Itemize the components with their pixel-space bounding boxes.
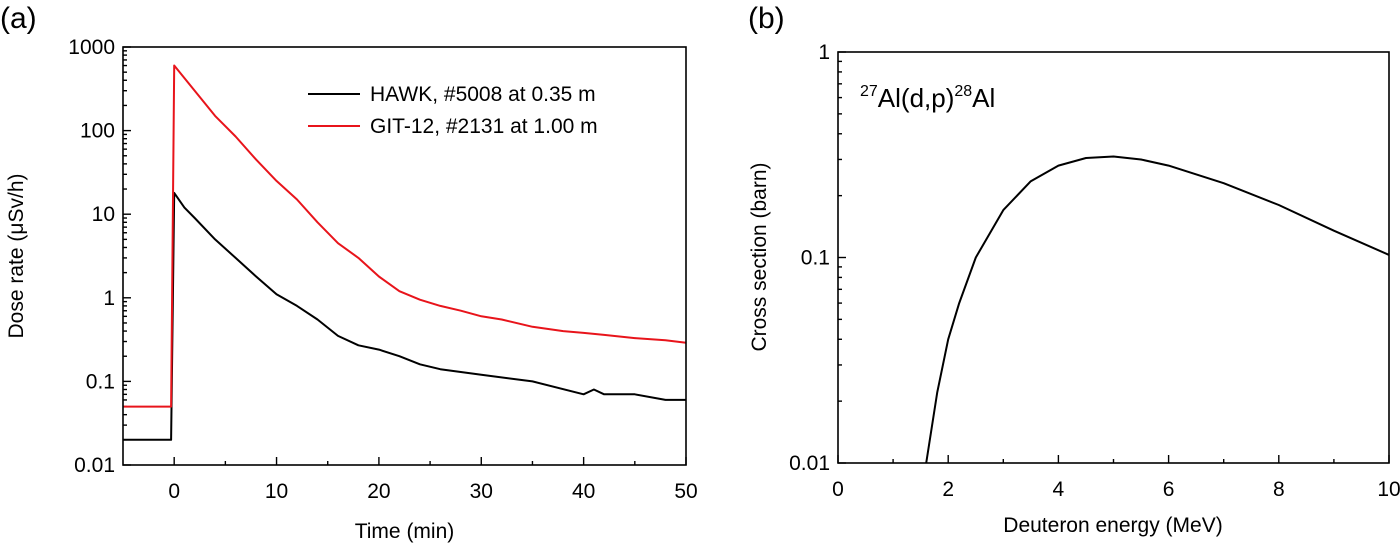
panel-b-y-axis-title: Cross section (barn) xyxy=(748,162,771,351)
series-line-b-0 xyxy=(925,155,1390,464)
y-tick-label: 1 xyxy=(103,287,115,310)
legend-label-hawk: HAWK, #5008 at 0.35 m xyxy=(370,83,596,106)
y-tick-label: 10 xyxy=(92,203,115,226)
reaction-product: Al xyxy=(972,83,995,113)
series-line-a-1 xyxy=(123,64,687,408)
y-tick-label: 0.1 xyxy=(86,370,115,393)
x-tick-label: 0 xyxy=(832,478,844,501)
reaction-annotation: 27Al(d,p)28Al xyxy=(860,83,995,113)
panel-a: (a) 0 10 20 30 40 50 0.01 0.1 1 10 100 1000 Time (m… xyxy=(0,2,698,543)
x-tick-label: 40 xyxy=(572,480,595,503)
panel-a-y-axis-title: Dose rate (μSv/h) xyxy=(5,174,28,339)
x-tick-label: 4 xyxy=(1053,478,1065,501)
panel-b-x-axis-title: Deuteron energy (MeV) xyxy=(1003,514,1222,537)
x-tick-label: 8 xyxy=(1273,478,1285,501)
panel-a-ticks: 0 10 20 30 40 50 0.01 0.1 1 10 100 1000 xyxy=(68,36,697,503)
reaction-sup-28: 28 xyxy=(954,83,972,100)
panel-b-series xyxy=(925,155,1390,464)
x-tick-label: 50 xyxy=(674,480,697,503)
y-tick-label: 1 xyxy=(818,41,830,64)
y-tick-label: 0.1 xyxy=(801,247,830,270)
reaction-sup-27: 27 xyxy=(860,83,878,100)
y-tick-label: 1000 xyxy=(68,36,115,59)
x-tick-label: 10 xyxy=(265,480,288,503)
x-tick-label: 30 xyxy=(470,480,493,503)
y-tick-label: 0.01 xyxy=(74,454,115,477)
x-tick-label: 0 xyxy=(168,480,180,503)
x-tick-label: 2 xyxy=(942,478,954,501)
panel-a-x-axis-title: Time (min) xyxy=(355,520,455,543)
panel-a-legend: HAWK, #5008 at 0.35 m GIT-12, #2131 at 1… xyxy=(308,83,598,138)
panel-b-label: (b) xyxy=(748,2,785,35)
x-tick-label: 10 xyxy=(1377,478,1400,501)
panel-a-series xyxy=(123,64,687,441)
reaction-main: Al(d,p) xyxy=(878,83,955,113)
panel-a-label: (a) xyxy=(0,2,37,35)
panel-a-plot-frame xyxy=(122,46,687,466)
y-tick-label: 100 xyxy=(80,120,115,143)
x-tick-label: 6 xyxy=(1163,478,1175,501)
y-tick-label: 0.01 xyxy=(789,452,830,475)
panel-b-ticks: 0 2 4 6 8 10 0.01 0.1 1 xyxy=(789,41,1400,501)
x-tick-label: 20 xyxy=(367,480,390,503)
legend-label-git12: GIT-12, #2131 at 1.00 m xyxy=(370,115,598,138)
panel-b: (b) 0 2 4 6 8 10 0.01 0.1 1 Deuteron energy (MeV… xyxy=(748,2,1400,537)
panel-b-plot-frame xyxy=(837,51,1390,464)
series-line-a-0 xyxy=(123,191,686,441)
